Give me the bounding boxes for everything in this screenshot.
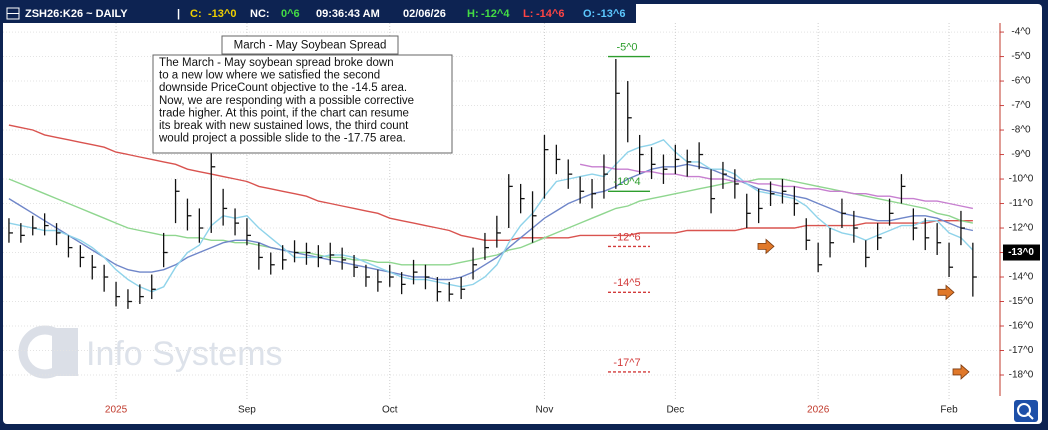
note-line: to a new low where we satisfied the seco…: [159, 70, 380, 82]
x-tick-label: Oct: [382, 405, 398, 416]
y-tick-label: -14^0: [1009, 272, 1034, 283]
moving-average: [8, 178, 974, 266]
moving-average: [8, 124, 973, 241]
note-line: Now, we are responding with a possible c…: [159, 95, 414, 107]
note-line: trade higher. At this point, if the char…: [159, 107, 409, 119]
note-line: The March - May soybean spread broke dow…: [159, 57, 394, 69]
y-tick-label: -4^0: [1011, 27, 1031, 38]
header-symbol: ZSH26:K26 ~ DAILY: [25, 8, 128, 20]
last-price-box: [1003, 244, 1040, 261]
y-tick-label: -16^0: [1009, 321, 1034, 332]
header-nc: 0^6: [281, 8, 300, 20]
x-tick-label: Feb: [940, 405, 958, 416]
note-title-box: [221, 35, 399, 55]
y-tick-label: -7^0: [1011, 100, 1031, 111]
header-separator: |: [177, 8, 180, 20]
note-title: March - May Soybean Spread: [234, 40, 387, 52]
header-label: H:: [467, 8, 479, 20]
x-tick-label: Dec: [666, 405, 684, 416]
header-date: 02/06/26: [403, 8, 446, 20]
moving-average: [8, 138, 974, 293]
level-label: -17^7: [613, 357, 640, 369]
y-tick-label: -8^0: [1011, 125, 1031, 136]
y-tick-label: -6^0: [1011, 76, 1031, 87]
x-tick-label: Nov: [536, 405, 554, 416]
note-line: its break with new sustained lows, the t…: [159, 120, 409, 132]
y-tick-label: -11^0: [1009, 198, 1033, 209]
level-label: -5^0: [616, 41, 637, 53]
note-box: [152, 54, 453, 154]
note-line: downside PriceCount objective to the -14…: [159, 82, 407, 94]
watermark: Info Systems: [86, 335, 283, 373]
arrow-marker: [757, 238, 775, 255]
y-tick-label: -5^0: [1011, 51, 1031, 62]
y-tick-label: -15^0: [1009, 296, 1034, 307]
header-close: -13^0: [208, 8, 236, 20]
corner-logo: [1014, 400, 1038, 422]
arrow-marker: [952, 364, 970, 380]
header-label: O:: [583, 8, 595, 20]
header-open: -13^6: [597, 8, 625, 20]
arrow-marker: [937, 284, 955, 301]
header-high: -12^4: [481, 8, 510, 20]
header-low: -14^6: [536, 8, 564, 20]
y-tick-label: -9^0: [1011, 149, 1031, 160]
x-tick-label: 2026: [807, 405, 830, 416]
level-label: -14^5: [613, 277, 640, 289]
x-tick-label: Sep: [238, 405, 256, 416]
x-tick-label: 2025: [105, 405, 128, 416]
level-label: -12^6: [613, 231, 640, 243]
moving-average: [579, 163, 974, 210]
y-tick-label: -18^0: [1009, 370, 1034, 381]
header-label: NC:: [250, 8, 270, 20]
y-tick-label: -12^0: [1009, 223, 1034, 234]
header-bar: [3, 4, 636, 23]
y-tick-label: -17^0: [1009, 345, 1034, 356]
header-label: C:: [190, 8, 202, 20]
y-tick-label: -10^0: [1009, 174, 1034, 185]
header-time: 09:36:43 AM: [316, 8, 380, 20]
watermark-logo: [18, 325, 78, 379]
note-line: would project a possible slide to the -1…: [158, 133, 406, 145]
last-price-label: -13^0: [1008, 247, 1034, 258]
moving-average: [8, 163, 974, 281]
plot: -4^0 -5^0 -6^0 -7^0 -8^0 -9^0 -10^0 -11^0 -12^0 -…: [3, 23, 1040, 416]
level-label: -10^4: [613, 176, 640, 188]
header-label: L:: [523, 8, 533, 20]
